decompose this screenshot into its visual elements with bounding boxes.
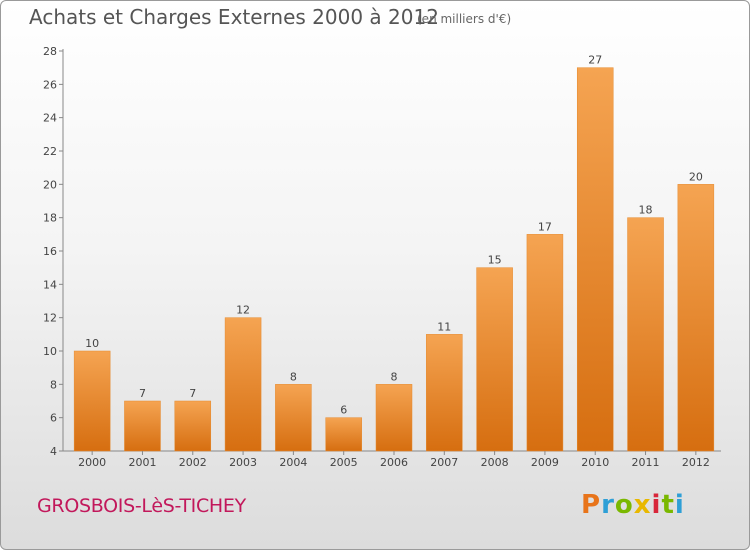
- data-label: 17: [538, 220, 552, 233]
- x-tick-label: 2012: [682, 456, 710, 469]
- data-label: 7: [189, 387, 196, 400]
- bar: [576, 67, 614, 452]
- bar: [627, 217, 664, 452]
- y-tick-label: 18: [43, 212, 57, 225]
- y-tick-label: 26: [43, 78, 57, 91]
- y-tick-label: 20: [43, 178, 57, 191]
- bar: [275, 384, 312, 452]
- bar: [174, 400, 212, 452]
- x-tick-label: 2001: [128, 456, 156, 469]
- data-label: 12: [236, 304, 250, 317]
- x-tick-label: 2009: [531, 456, 559, 469]
- bar: [124, 400, 161, 452]
- data-label: 8: [391, 370, 398, 383]
- y-tick-label: 16: [43, 245, 57, 258]
- bar: [375, 384, 413, 452]
- data-label: 15: [488, 254, 502, 267]
- x-tick-label: 2011: [632, 456, 660, 469]
- x-tick-label: 2003: [229, 456, 257, 469]
- x-tick-label: 2005: [330, 456, 358, 469]
- y-tick-label: 8: [50, 378, 57, 391]
- logo-letter: x: [633, 490, 652, 520]
- data-label: 11: [437, 320, 451, 333]
- bar: [426, 334, 463, 452]
- y-tick-label: 10: [43, 345, 57, 358]
- data-label: 18: [639, 204, 653, 217]
- x-tick-label: 2007: [430, 456, 458, 469]
- plot-area: 4 6 8 10 12 14 16 18 20 22 24 26 28 10 2000 7 2001 7 2002 1…: [43, 45, 721, 469]
- chart-title: Achats et Charges Externes 2000 à 2012: [29, 5, 439, 29]
- logo-letter: i: [651, 490, 662, 520]
- x-tick-label: 2000: [78, 456, 106, 469]
- data-label: 20: [689, 170, 703, 183]
- x-tick-label: 2010: [581, 456, 609, 469]
- bar: [677, 184, 715, 452]
- x-tick-label: 2004: [279, 456, 307, 469]
- commune-name: GROSBOIS-LèS-TICHEY: [37, 495, 246, 517]
- x-tick-label: 2008: [481, 456, 509, 469]
- x-tick-label: 2002: [179, 456, 207, 469]
- chart-unit: (en milliers d'€): [417, 12, 512, 26]
- logo-letter: o: [614, 490, 634, 520]
- y-tick-label: 4: [50, 445, 57, 458]
- logo-letter: i: [674, 490, 685, 520]
- y-tick-label: 14: [43, 278, 57, 291]
- data-label: 10: [85, 337, 99, 350]
- y-tick-label: 6: [50, 412, 57, 425]
- bar: [526, 234, 564, 452]
- bar: [325, 417, 362, 452]
- y-tick-label: 12: [43, 312, 57, 325]
- logo-letter: t: [661, 490, 675, 520]
- bar: [476, 267, 513, 452]
- data-label: 7: [139, 387, 146, 400]
- logo-letter: r: [601, 490, 615, 520]
- bar: [73, 350, 111, 452]
- x-tick-label: 2006: [380, 456, 408, 469]
- y-tick-label: 28: [43, 45, 57, 58]
- logo-letter: P: [581, 490, 602, 520]
- data-label: 27: [588, 54, 602, 67]
- y-tick-label: 24: [43, 112, 57, 125]
- data-label: 8: [290, 370, 297, 383]
- data-label: 6: [340, 404, 347, 417]
- bar: [224, 317, 262, 452]
- y-tick-label: 22: [43, 145, 57, 158]
- proxiti-logo: Proxiti: [581, 490, 685, 520]
